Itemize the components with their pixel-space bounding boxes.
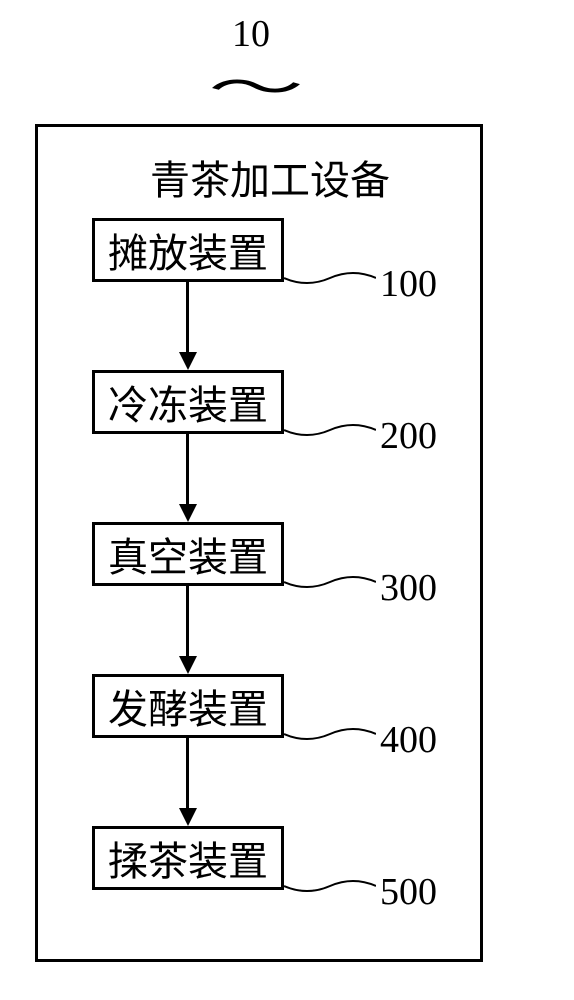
flowchart-node: 真空装置 bbox=[92, 522, 284, 586]
node-label: 冷冻装置 bbox=[108, 373, 268, 431]
arrow-head-icon bbox=[179, 656, 197, 674]
arrow-shaft bbox=[186, 434, 189, 506]
flowchart-node: 发酵装置 bbox=[92, 674, 284, 738]
node-label: 真空装置 bbox=[108, 525, 268, 583]
arrow-shaft bbox=[186, 282, 189, 354]
leader-line bbox=[284, 567, 376, 597]
node-ref-number: 100 bbox=[380, 262, 437, 306]
node-label: 揉茶装置 bbox=[108, 829, 268, 887]
flowchart-node: 冷冻装置 bbox=[92, 370, 284, 434]
leader-line bbox=[284, 871, 376, 901]
tilde-mark: ～ bbox=[208, 48, 304, 118]
flowchart-node: 摊放装置 bbox=[92, 218, 284, 282]
leader-line bbox=[284, 415, 376, 445]
node-label: 发酵装置 bbox=[108, 677, 268, 735]
arrow-head-icon bbox=[179, 504, 197, 522]
leader-line bbox=[284, 263, 376, 293]
arrow-head-icon bbox=[179, 808, 197, 826]
arrow-head-icon bbox=[179, 352, 197, 370]
diagram-title: 青茶加工设备 bbox=[150, 148, 390, 206]
arrow-shaft bbox=[186, 738, 189, 810]
node-ref-number: 300 bbox=[380, 566, 437, 610]
leader-line bbox=[284, 719, 376, 749]
node-label: 摊放装置 bbox=[108, 221, 268, 279]
arrow-shaft bbox=[186, 586, 189, 658]
flowchart-node: 揉茶装置 bbox=[92, 826, 284, 890]
node-ref-number: 200 bbox=[380, 414, 437, 458]
node-ref-number: 400 bbox=[380, 718, 437, 762]
node-ref-number: 500 bbox=[380, 870, 437, 914]
